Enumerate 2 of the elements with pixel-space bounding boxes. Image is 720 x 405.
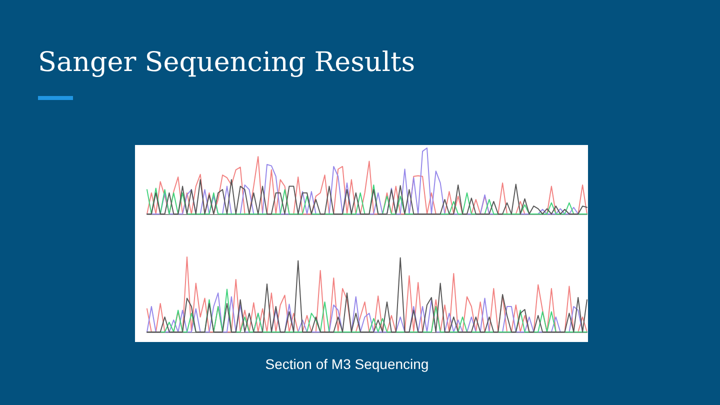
chart-title: Sanger Sequencing Results <box>38 46 416 80</box>
text: Section of M3 Sequencing <box>264 355 430 373</box>
